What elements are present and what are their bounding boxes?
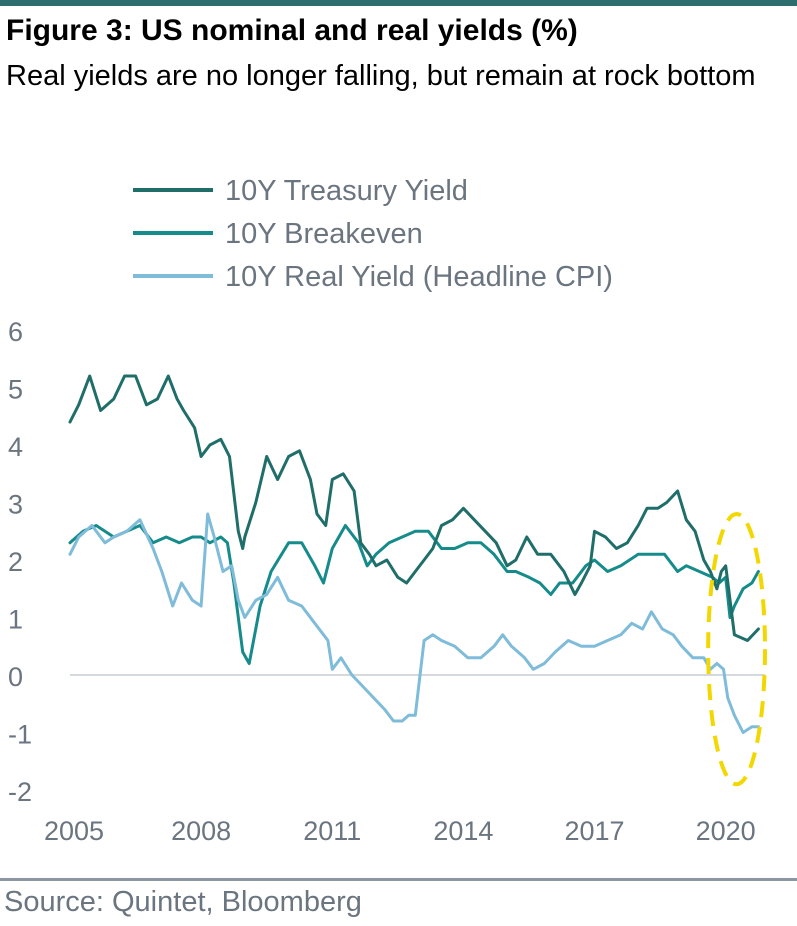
y-tick-label: 5	[8, 375, 23, 405]
series-line-2	[68, 512, 760, 734]
series-line-0	[68, 374, 760, 642]
x-tick-label: 2011	[303, 816, 361, 846]
bottom-rule	[0, 878, 797, 881]
x-tick-label: 2005	[44, 816, 104, 846]
y-tick-label: -2	[8, 777, 32, 807]
top-rule	[0, 0, 797, 6]
legend-label: 10Y Breakeven	[225, 218, 423, 250]
y-tick-label: 4	[8, 432, 23, 462]
y-tick-label: 1	[8, 605, 23, 635]
y-tick-label: 3	[8, 490, 23, 520]
y-tick-label: 6	[8, 317, 23, 347]
yield-line-chart: 6 5 4 3 2 1 0 -1 -2 2005 2008 2011 2014 2017 2020 10Y T…	[8, 175, 768, 846]
series-line-1	[68, 524, 760, 665]
highlight-ellipse	[706, 512, 768, 787]
x-tick-label: 2017	[564, 816, 624, 846]
x-tick-label: 2020	[696, 816, 756, 846]
legend-label: 10Y Treasury Yield	[225, 175, 468, 207]
source-note: Source: Quintet, Bloomberg	[4, 886, 362, 918]
x-tick-label: 2008	[171, 816, 231, 846]
figure-subtitle: Real yields are no longer falling, but r…	[6, 60, 756, 92]
legend-label: 10Y Real Yield (Headline CPI)	[225, 261, 613, 293]
figure-title: Figure 3: US nominal and real yields (%)	[6, 14, 578, 47]
x-tick-label: 2014	[433, 816, 493, 846]
y-tick-label: -1	[8, 720, 32, 750]
y-tick-label: 2	[8, 547, 23, 577]
y-tick-label: 0	[8, 662, 23, 692]
